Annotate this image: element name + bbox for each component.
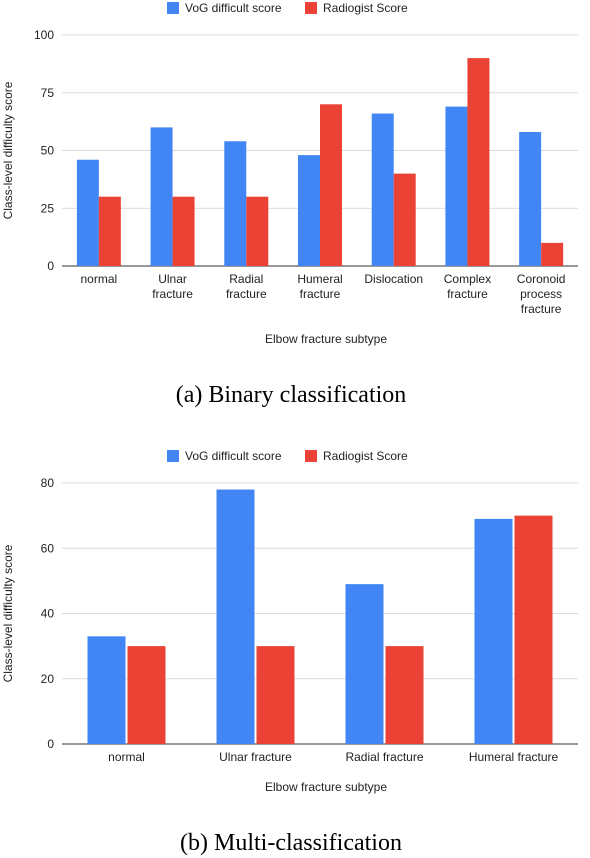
x-tick-label-line: Humeral fracture: [469, 750, 559, 764]
x-tick-label: Complex fracture: [444, 272, 491, 301]
chart-binary: 0 25 50 75 100 Class-level difficulty score El…: [1, 1, 578, 346]
legend-swatch: [305, 450, 317, 462]
x-tick-label-line: process: [520, 287, 562, 301]
caption-a: (a) Binary classification: [176, 382, 407, 408]
bar: [127, 646, 166, 744]
x-tick-label-line: fracture: [152, 287, 193, 301]
x-axis-title: Elbow fracture subtype: [265, 780, 387, 794]
x-tick-label: Radial fracture: [345, 750, 423, 764]
x-tick-label: Coronoid process fracture: [517, 272, 566, 316]
x-tick-label-line: Dislocation: [364, 272, 423, 286]
x-tick-label-line: fracture: [447, 287, 488, 301]
legend-swatch: [167, 450, 179, 462]
bar: [150, 127, 173, 267]
bar: [519, 132, 542, 266]
legend-swatch: [305, 2, 317, 14]
x-tick-label-line: normal: [108, 750, 145, 764]
x-tick-label-line: fracture: [521, 302, 562, 316]
x-tick-label-line: fracture: [300, 287, 341, 301]
y-tick-label: 100: [34, 28, 54, 42]
y-tick-label: 40: [41, 607, 55, 621]
x-tick-label: Ulnar fracture: [219, 750, 292, 764]
x-tick-label: Radial fracture: [226, 272, 267, 301]
bar: [76, 159, 99, 266]
bar: [345, 584, 384, 744]
bar: [87, 636, 126, 744]
x-tick-label: Humeral fracture: [297, 272, 342, 301]
bar: [467, 58, 490, 266]
y-tick-label: 60: [41, 541, 55, 555]
bar: [98, 196, 121, 266]
x-tick-label-line: Ulnar: [158, 272, 187, 286]
bar: [385, 646, 424, 744]
y-axis-title: Class-level difficulty score: [1, 544, 15, 682]
y-tick-label: 25: [41, 201, 55, 215]
bar: [474, 518, 513, 744]
bar: [393, 173, 416, 266]
bar: [445, 106, 468, 266]
x-tick-label: normal: [81, 272, 118, 286]
bar: [172, 196, 195, 266]
x-tick-label: Ulnar fracture: [152, 272, 193, 301]
y-tick-label: 80: [41, 476, 55, 490]
y-axis-title: Class-level difficulty score: [1, 81, 15, 219]
y-tick-label: 0: [47, 737, 54, 751]
legend-label: Radiogist Score: [323, 449, 408, 463]
bar: [246, 196, 269, 266]
x-tick-label-line: Coronoid: [517, 272, 566, 286]
caption-b: (b) Multi-classification: [180, 830, 402, 856]
legend-label: Radiogist Score: [323, 1, 408, 15]
legend-label: VoG difficult score: [185, 1, 282, 15]
legend-label: VoG difficult score: [185, 449, 282, 463]
y-tick-label: 0: [47, 259, 54, 273]
x-tick-label-line: Radial: [229, 272, 263, 286]
x-tick-label-line: Complex: [444, 272, 491, 286]
x-tick-label-line: normal: [81, 272, 118, 286]
x-tick-label-line: fracture: [226, 287, 267, 301]
chart-multi: 0 20 40 60 80 Class-level difficulty score Elb…: [1, 449, 578, 794]
x-tick-label-line: Ulnar fracture: [219, 750, 292, 764]
bar: [320, 104, 342, 266]
bar: [256, 646, 295, 744]
bar: [371, 113, 394, 266]
x-tick-label: Dislocation: [364, 272, 423, 286]
y-tick-label: 50: [41, 144, 55, 158]
x-tick-label: Humeral fracture: [469, 750, 559, 764]
x-tick-label: normal: [108, 750, 145, 764]
x-axis-title: Elbow fracture subtype: [265, 332, 387, 346]
bar: [514, 515, 553, 744]
legend-swatch: [167, 2, 179, 14]
bar: [298, 155, 320, 266]
y-tick-label: 20: [41, 672, 55, 686]
y-tick-label: 75: [41, 86, 55, 100]
x-tick-label-line: Humeral: [297, 272, 342, 286]
x-tick-label-line: Radial fracture: [345, 750, 423, 764]
bar: [216, 489, 255, 744]
bar: [224, 141, 247, 266]
bar: [541, 242, 564, 266]
